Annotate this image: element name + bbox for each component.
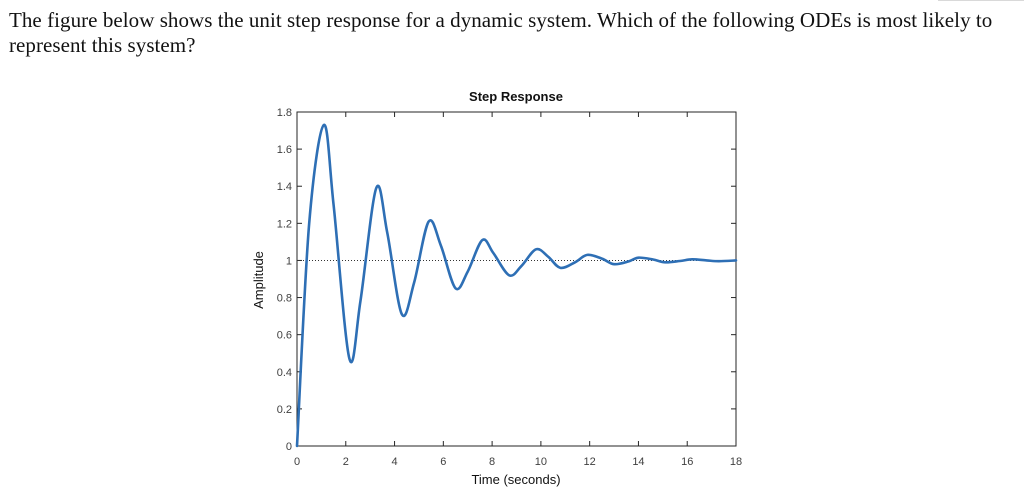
- y-axis-label: Amplitude: [251, 251, 266, 309]
- x-tick-label: 4: [391, 456, 397, 468]
- y-tick-label: 1.6: [277, 144, 292, 156]
- question-text: The figure below shows the unit step res…: [9, 8, 993, 57]
- y-tick-label: 0.8: [277, 293, 292, 305]
- y-tick-label: 0: [286, 441, 292, 453]
- x-tick-label: 16: [681, 456, 693, 468]
- step-response-series-line: [295, 123, 738, 448]
- x-tick-label: 18: [730, 456, 742, 468]
- axes-box: [296, 111, 737, 447]
- y-tick-label: 1: [286, 255, 292, 267]
- y-tick-label: 1.8: [277, 107, 292, 119]
- y-tick-label: 0.6: [277, 330, 292, 342]
- plot-area: 0 2 4 6 8 10 12 14 16 18 0 0.2 0.4 0.6 0.8 1 1.2 1.4 1.6 1.…: [277, 107, 742, 468]
- y-tick-label: 1.2: [277, 218, 292, 230]
- y-tick-label: 1.4: [277, 181, 292, 193]
- x-tick-label: 0: [294, 456, 300, 468]
- top-divider: [938, 0, 1024, 1]
- x-tick-label: 8: [489, 456, 495, 468]
- x-tick-label: 2: [343, 456, 349, 468]
- y-tick-label: 0.2: [277, 404, 292, 416]
- chart-title: Step Response: [469, 89, 563, 104]
- x-tick-label: 10: [535, 456, 547, 468]
- x-tick-label: 14: [632, 456, 644, 468]
- x-tick-label: 12: [584, 456, 596, 468]
- x-tick-label: 6: [440, 456, 446, 468]
- x-axis-label: Time (seconds): [471, 472, 560, 487]
- y-tick-label: 0.4: [277, 367, 292, 379]
